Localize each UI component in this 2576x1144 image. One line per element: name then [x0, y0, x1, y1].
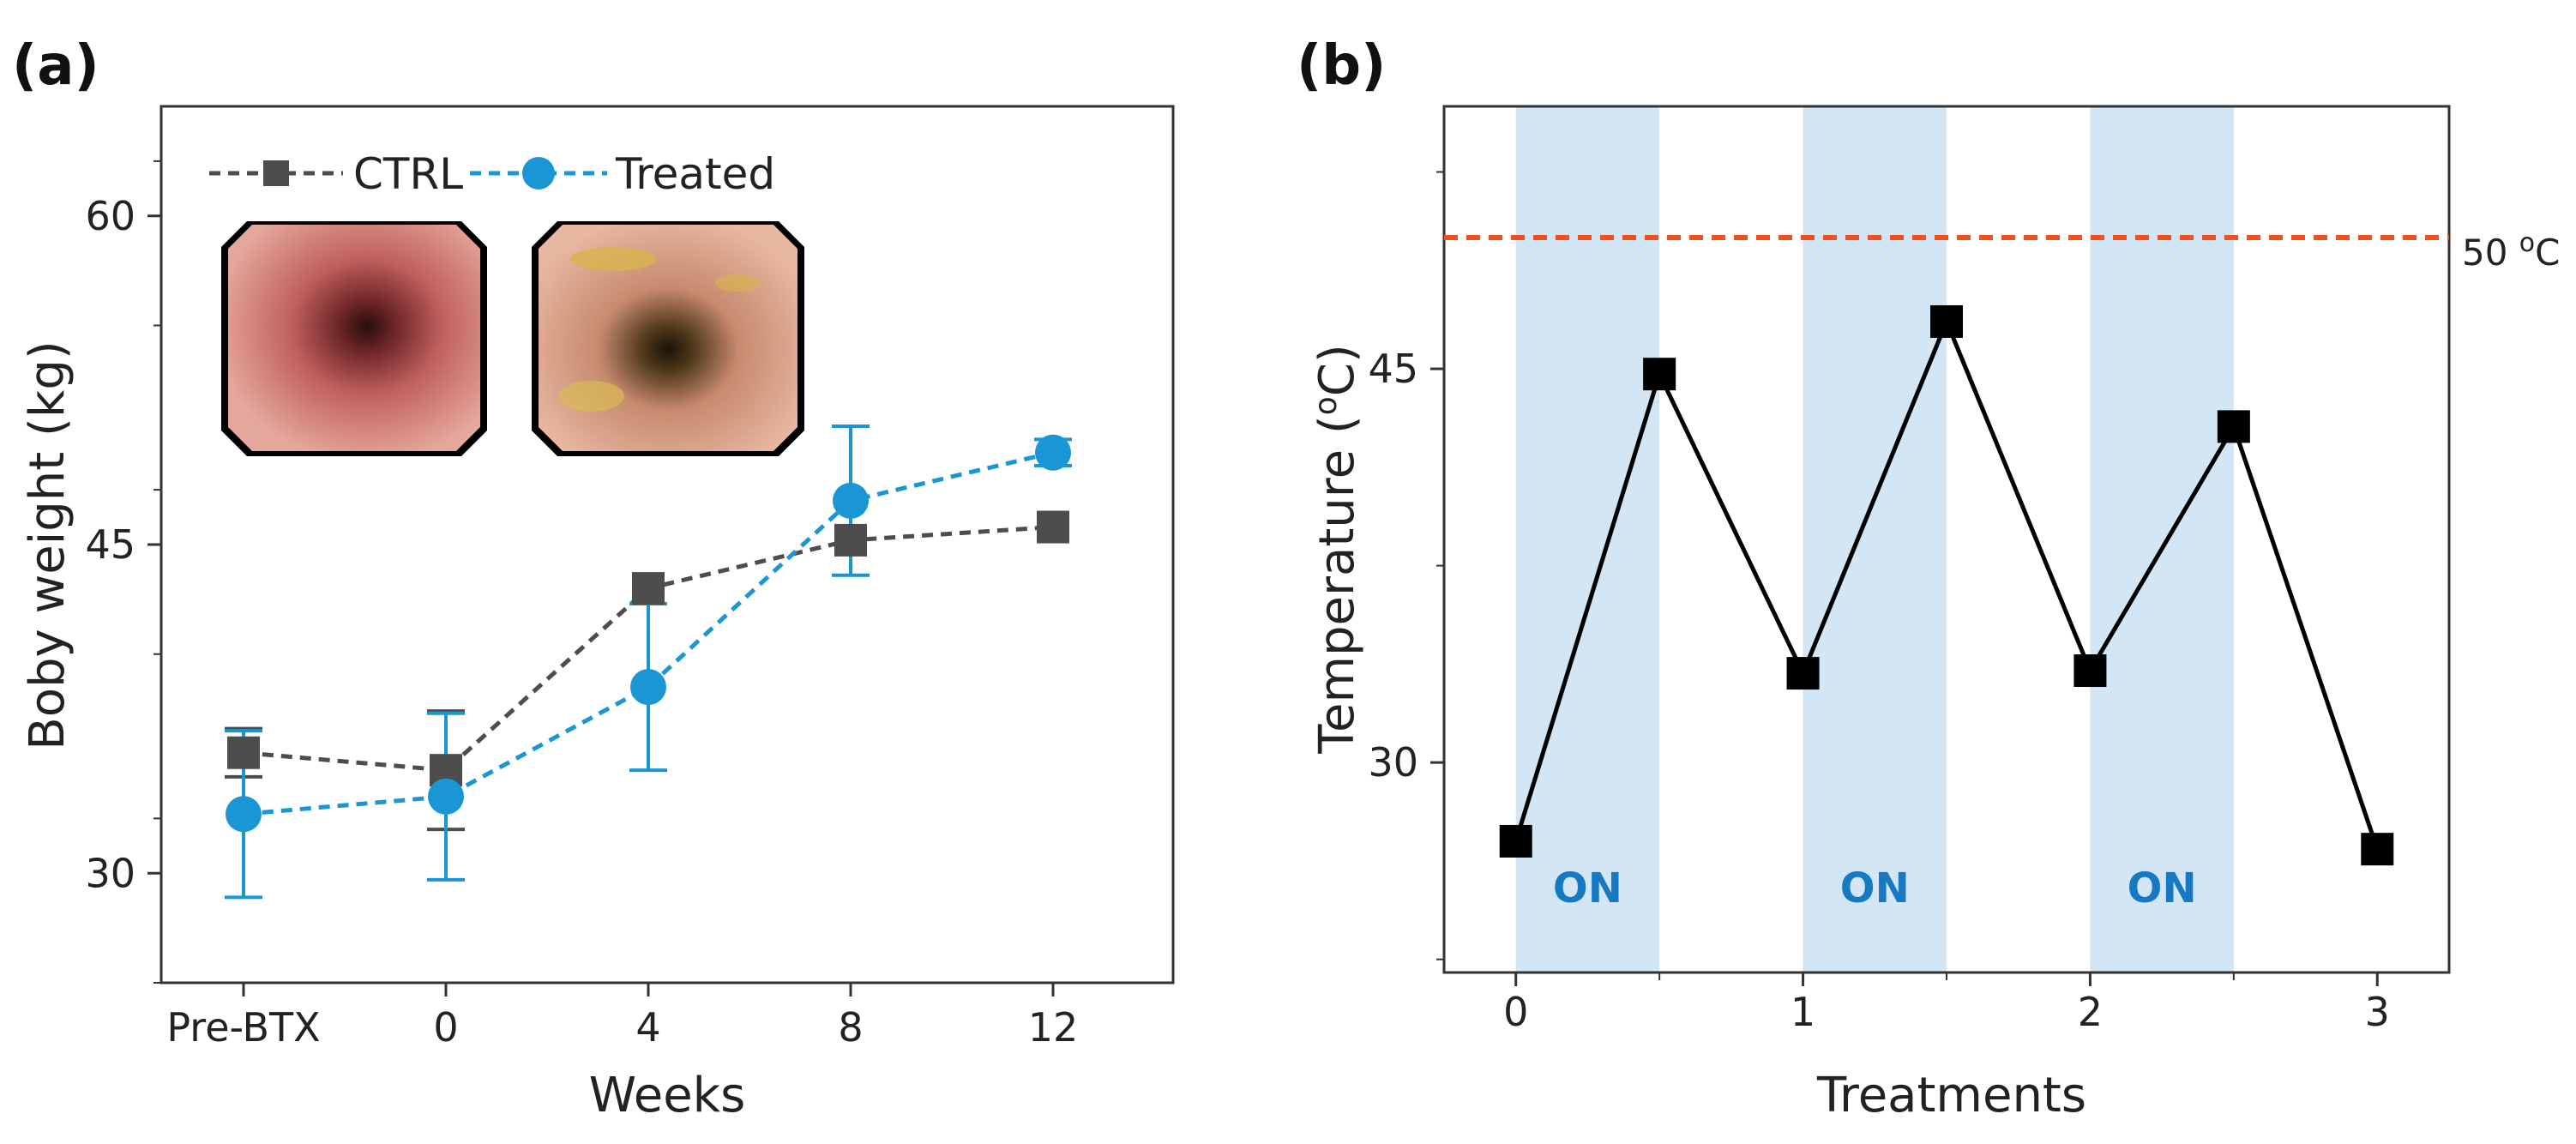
- temperature-point-1: [1643, 358, 1676, 391]
- point-treated-1: [428, 778, 464, 815]
- point-treated-3: [833, 482, 869, 519]
- x-tick-label-a-2: 4: [635, 1004, 660, 1051]
- y-tick-label-b-0: 30: [1368, 739, 1418, 786]
- point-treated-2: [630, 669, 666, 706]
- endoscopy-image-ctrl: [221, 221, 487, 456]
- on-label-1: ON: [1840, 864, 1910, 912]
- y-axis-title-a: Boby weight (kg): [20, 340, 75, 750]
- legend-ctrl-marker: [263, 160, 289, 186]
- on-region-2: [2090, 106, 2234, 972]
- x-tick-label-b-1: 1: [1791, 989, 1815, 1035]
- x-tick-label-a-0: Pre-BTX: [166, 1004, 320, 1051]
- x-tick-label-a-4: 12: [1028, 1004, 1079, 1051]
- legend-treated-label: Treated: [615, 149, 775, 199]
- on-label-0: ON: [1553, 864, 1622, 912]
- x-tick-label-b-3: 3: [2365, 989, 2390, 1035]
- panel-b-label: (b): [1297, 34, 1386, 98]
- point-ctrl-4: [1037, 510, 1069, 544]
- panel-a: (a) CTRL Treated Pre-BTX 0 4 8 12 30 45 60 Week…: [12, 34, 1175, 1123]
- point-ctrl-0: [227, 736, 260, 769]
- point-treated-4: [1035, 434, 1071, 471]
- y-tick-label-a-1: 45: [85, 521, 135, 568]
- x-tick-label-a-1: 0: [433, 1004, 458, 1051]
- x-tick-label-b-2: 2: [2078, 989, 2103, 1035]
- endoscopy-image-treated: [532, 221, 804, 456]
- y-tick-label-b-1: 45: [1368, 346, 1418, 392]
- on-region-0: [1515, 106, 1660, 972]
- y-tick-label-a-0: 30: [85, 850, 135, 896]
- legend-treated-marker: [522, 157, 555, 190]
- reference-line-label: 50 oC: [2462, 228, 2560, 274]
- temperature-point-0: [1499, 824, 1532, 858]
- temperature-point-5: [2217, 410, 2250, 443]
- series-line-treated: [243, 450, 1054, 816]
- temperature-point-3: [1930, 304, 1963, 338]
- panel-a-label: (a): [12, 34, 99, 98]
- x-axis-title-b: Treatments: [1816, 1068, 2086, 1123]
- temperature-point-6: [2361, 833, 2394, 866]
- x-tick-label-a-3: 8: [838, 1004, 863, 1051]
- point-ctrl-2: [632, 572, 665, 605]
- x-axis-title-a: Weeks: [589, 1068, 746, 1123]
- legend-ctrl-label: CTRL: [353, 149, 463, 199]
- temperature-point-2: [1786, 657, 1820, 690]
- x-tick-label-b-0: 0: [1503, 989, 1528, 1035]
- legend-a: CTRL Treated: [209, 149, 775, 199]
- on-region-1: [1803, 106, 1947, 972]
- panel-b: (b) ON ON ON 50 oC 0 1 2 3 30 45 Treatments Tem…: [1297, 34, 2560, 1123]
- point-treated-0: [226, 796, 262, 833]
- point-ctrl-3: [834, 523, 867, 557]
- temperature-point-4: [2073, 654, 2107, 688]
- y-tick-label-a-2: 60: [85, 193, 135, 239]
- y-axis-title-b: Temperature (oC): [1309, 344, 1365, 754]
- on-label-2: ON: [2128, 864, 2197, 912]
